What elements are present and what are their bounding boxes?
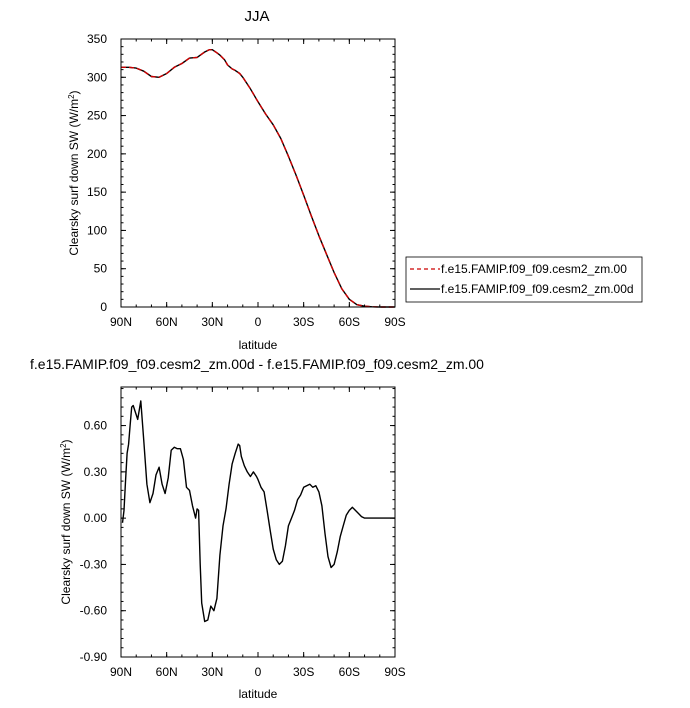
bottom-x-tick-label: 60S (339, 665, 360, 679)
bottom-x-tick-label: 90S (384, 665, 405, 679)
top-x-tick-label: 60N (156, 315, 178, 329)
top-y-tick-label: 150 (87, 185, 107, 199)
top-y-tick-label: 0 (100, 300, 107, 314)
top-y-tick-label: 50 (94, 262, 108, 276)
top-x-axis-label: latitude (239, 338, 278, 352)
top-chart-title: JJA (244, 8, 269, 25)
bottom-y-axis-label: Clearsky surf down SW (W/m2) (59, 439, 73, 604)
top-panel: JJA 0 50 100 150 200 250 300 350 90N 60N 30N 0 30S 6… (67, 8, 643, 352)
legend: f.e15.FAMIP.f09_f09.cesm2_zm.00 f.e15.FA… (405, 256, 643, 303)
bottom-x-axis: 90N 60N 30N 0 30S 60S 90S (110, 387, 406, 679)
top-y-tick-label: 300 (87, 70, 107, 84)
bottom-x-tick-label: 90N (110, 665, 132, 679)
bottom-x-tick-label: 0 (255, 665, 262, 679)
bottom-x-tick-label: 60N (156, 665, 178, 679)
bottom-chart-title: f.e15.FAMIP.f09_f09.cesm2_zm.00d - f.e15… (30, 356, 484, 372)
bottom-panel: f.e15.FAMIP.f09_f09.cesm2_zm.00d - f.e15… (30, 356, 484, 701)
bottom-y-tick-label: -0.60 (80, 604, 108, 618)
bottom-y-tick-label: 0.30 (84, 465, 108, 479)
legend-entry-1: f.e15.FAMIP.f09_f09.cesm2_zm.00 (441, 262, 627, 276)
top-x-tick-label: 30S (293, 315, 314, 329)
top-y-tick-label: 200 (87, 147, 107, 161)
bottom-series-line (121, 400, 395, 623)
top-plot-frame (120, 38, 396, 308)
top-y-tick-label: 350 (87, 32, 107, 46)
top-y-tick-label: 100 (87, 223, 107, 237)
top-y-tick-label: 250 (87, 109, 107, 123)
top-x-axis: 90N 60N 30N 0 30S 60S 90S (110, 39, 406, 329)
top-x-tick-label: 0 (255, 315, 262, 329)
bottom-x-axis-label: latitude (239, 687, 278, 701)
bottom-y-tick-label: -0.30 (80, 557, 108, 571)
bottom-y-axis: -0.90 -0.60 -0.30 0.00 0.30 0.60 (80, 388, 395, 664)
top-y-axis: 0 50 100 150 200 250 300 350 (87, 32, 395, 314)
top-series-group (121, 49, 395, 308)
top-x-tick-label: 90N (110, 315, 132, 329)
legend-box (405, 256, 643, 303)
bottom-x-tick-label: 30N (201, 665, 223, 679)
top-y-axis-label: Clearsky surf down SW (W/m2) (67, 90, 81, 255)
top-series-line (121, 49, 395, 308)
bottom-plot-frame (120, 386, 396, 658)
bottom-y-tick-label: 0.60 (84, 419, 108, 433)
top-x-tick-label: 60S (339, 315, 360, 329)
top-x-tick-label: 30N (201, 315, 223, 329)
top-series-line (121, 49, 395, 308)
legend-entry-2: f.e15.FAMIP.f09_f09.cesm2_zm.00d (441, 282, 634, 296)
bottom-series-group (121, 400, 395, 623)
bottom-y-tick-label: -0.90 (80, 650, 108, 664)
bottom-y-tick-label: 0.00 (84, 511, 108, 525)
bottom-x-tick-label: 30S (293, 665, 314, 679)
top-x-tick-label: 90S (384, 315, 405, 329)
